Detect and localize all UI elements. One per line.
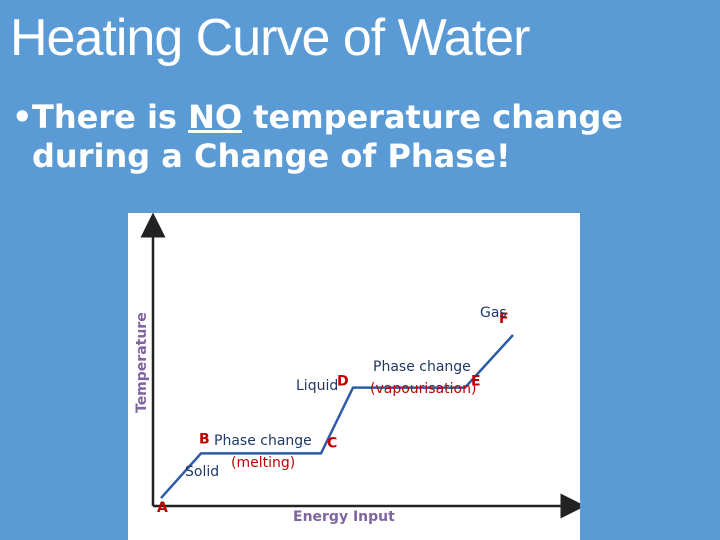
bullet-text: •There is NO temperature change during a… [12, 98, 712, 176]
point-label-d: D [337, 374, 349, 390]
region-label-gas: Gas [480, 305, 507, 321]
point-label-a: A [157, 500, 168, 516]
phase-change-vapour-sub: (vapourisation) [370, 381, 476, 397]
region-label-solid: Solid [185, 464, 219, 480]
region-label-liquid: Liquid [296, 378, 338, 394]
bullet-dot-icon: • [12, 98, 33, 136]
point-label-e: E [471, 374, 481, 390]
phase-change-melting-sub: (melting) [231, 455, 295, 471]
bullet-post: temperature change [242, 98, 623, 136]
bullet-line-1: •There is NO temperature change [12, 98, 712, 137]
x-axis-label: Energy Input [293, 509, 395, 525]
y-axis-label: Temperature [134, 312, 150, 413]
bullet-line-2: during a Change of Phase! [32, 137, 511, 176]
chart-svg: A B C D E F Energy Input Temperature Solid Li… [134, 213, 580, 525]
phase-change-vapour-label: Phase change [373, 359, 471, 375]
point-label-f: F [499, 311, 509, 327]
slide-title: Heating Curve of Water [10, 9, 530, 67]
point-label-c: C [327, 435, 337, 451]
phase-change-melting-label: Phase change [214, 433, 312, 449]
heating-curve-line [160, 334, 514, 499]
bullet-pre: There is [32, 98, 189, 136]
bullet-emphasis: NO [188, 98, 243, 136]
heating-curve-chart: A B C D E F Energy Input Temperature Solid Li… [128, 213, 580, 540]
point-label-b: B [199, 431, 210, 447]
